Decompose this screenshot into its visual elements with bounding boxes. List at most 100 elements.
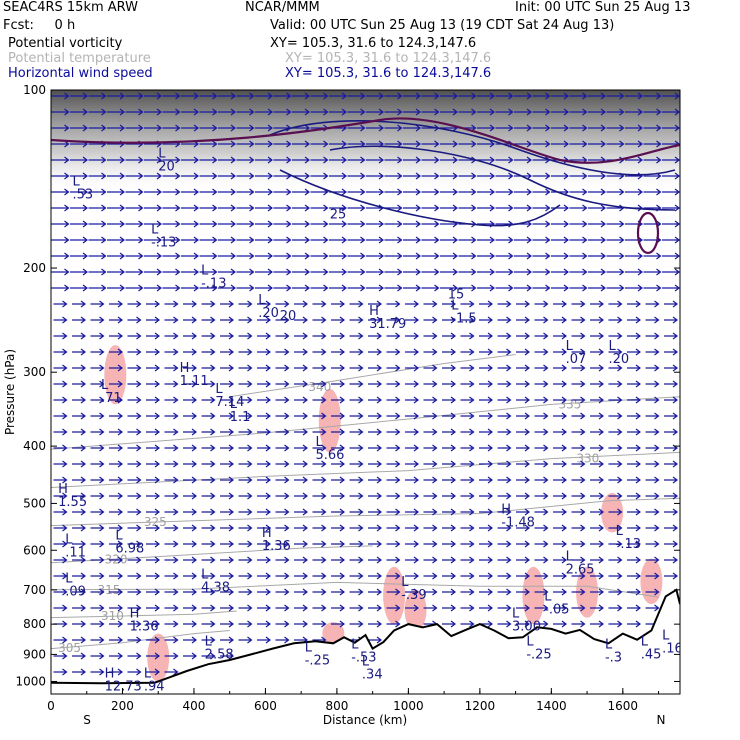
- wind-arrow: [479, 380, 493, 388]
- wind-arrow: [645, 316, 660, 324]
- wind-arrow: [588, 252, 606, 260]
- wind-arrow: [440, 236, 458, 244]
- wind-arrow: [275, 348, 290, 356]
- wind-arrow: [460, 428, 475, 436]
- wind-arrow: [627, 444, 641, 452]
- wind-arrow: [292, 156, 310, 164]
- wind-arrow: [329, 284, 347, 292]
- pv-fill-6: [640, 558, 663, 605]
- wind-arrow: [553, 604, 567, 612]
- wind-arrow: [292, 172, 310, 180]
- wind-arrow: [495, 156, 514, 164]
- wind-arrow: [125, 204, 144, 212]
- wind-arrow: [442, 572, 456, 580]
- wind-arrow: [627, 588, 641, 596]
- wind-arrow: [477, 236, 495, 244]
- wind-arrow: [608, 300, 623, 308]
- wind-arrow: [181, 188, 199, 196]
- wind-arrow: [53, 412, 68, 420]
- wind-arrow: [331, 332, 345, 340]
- speed-contour-label-15: 15: [448, 287, 465, 302]
- wind-arrow: [107, 188, 125, 196]
- extreme-marker: H31.79: [369, 304, 406, 332]
- wind-arrow: [664, 300, 678, 308]
- wind-arrow: [329, 92, 347, 100]
- wind-arrow: [53, 476, 68, 484]
- extreme-marker: L-.25: [305, 641, 330, 669]
- wind-arrow: [442, 396, 456, 404]
- wind-arrow: [164, 508, 179, 516]
- extreme-value: .09: [65, 584, 86, 599]
- x-tick-label: 400: [183, 699, 206, 713]
- wind-arrow: [608, 508, 623, 516]
- wind-arrow: [125, 188, 144, 196]
- wind-arrow: [423, 540, 438, 548]
- wind-arrow: [368, 604, 382, 612]
- wind-arrow: [164, 476, 179, 484]
- wind-arrow: [368, 492, 382, 500]
- extreme-value: 4.38: [201, 581, 230, 596]
- wind-arrow: [70, 188, 88, 196]
- wind-arrow: [497, 572, 512, 580]
- wind-arrow: [127, 380, 142, 388]
- wind-arrow: [201, 556, 216, 564]
- wind-arrow: [423, 412, 438, 420]
- wind-arrow: [421, 252, 440, 260]
- wind-arrow: [70, 284, 88, 292]
- wind-arrow: [72, 668, 86, 676]
- wind-arrow: [127, 668, 142, 676]
- extreme-type: L: [526, 635, 534, 650]
- wind-arrow: [516, 508, 530, 516]
- wind-arrow: [164, 348, 179, 356]
- wind-arrow: [384, 172, 403, 180]
- wind-arrow: [497, 428, 512, 436]
- wind-arrow: [53, 508, 68, 516]
- wind-arrow: [477, 156, 495, 164]
- wind-arrow: [164, 492, 179, 500]
- wind-arrow: [442, 300, 456, 308]
- wind-arrow: [292, 188, 310, 196]
- wind-arrow: [90, 588, 105, 596]
- wind-arrow: [273, 156, 292, 164]
- y-tick-label: 400: [23, 439, 46, 453]
- wind-arrow: [588, 140, 606, 148]
- wind-arrow: [514, 108, 532, 116]
- wind-arrow: [201, 572, 216, 580]
- wind-arrow: [442, 444, 456, 452]
- wind-arrow: [534, 460, 549, 468]
- wind-arrow: [440, 204, 458, 212]
- wind-arrow: [183, 412, 197, 420]
- wind-arrow: [238, 428, 253, 436]
- wind-arrow: [273, 108, 292, 116]
- wind-arrow: [553, 476, 567, 484]
- extreme-value: .94: [144, 680, 165, 695]
- wind-arrow: [183, 572, 197, 580]
- wind-arrow: [218, 252, 236, 260]
- wind-arrow: [331, 524, 345, 532]
- wind-arrow: [643, 268, 662, 276]
- wind-arrow: [294, 444, 308, 452]
- wind-arrow: [590, 476, 604, 484]
- extreme-value: 5.66: [315, 448, 344, 463]
- wind-arrow: [51, 204, 70, 212]
- wind-arrow: [590, 460, 604, 468]
- wind-arrow: [238, 300, 253, 308]
- wind-arrow: [164, 572, 179, 580]
- wind-arrow: [534, 444, 549, 452]
- wind-arrow: [551, 172, 569, 180]
- wind-arrow: [534, 428, 549, 436]
- wind-arrow: [273, 188, 292, 196]
- wind-arrow: [386, 300, 401, 308]
- speed-contour-0: [269, 120, 676, 176]
- wind-arrow: [516, 396, 530, 404]
- wind-arrow: [164, 444, 179, 452]
- wind-arrow: [146, 652, 160, 660]
- isentrope-label-310: 310: [101, 609, 124, 623]
- wind-arrow: [625, 140, 643, 148]
- wind-arrow: [386, 428, 401, 436]
- wind-arrow: [497, 364, 512, 372]
- extreme-type: L: [205, 635, 213, 650]
- wind-arrow: [144, 172, 162, 180]
- wind-arrow: [553, 316, 567, 324]
- wind-arrow: [386, 604, 401, 612]
